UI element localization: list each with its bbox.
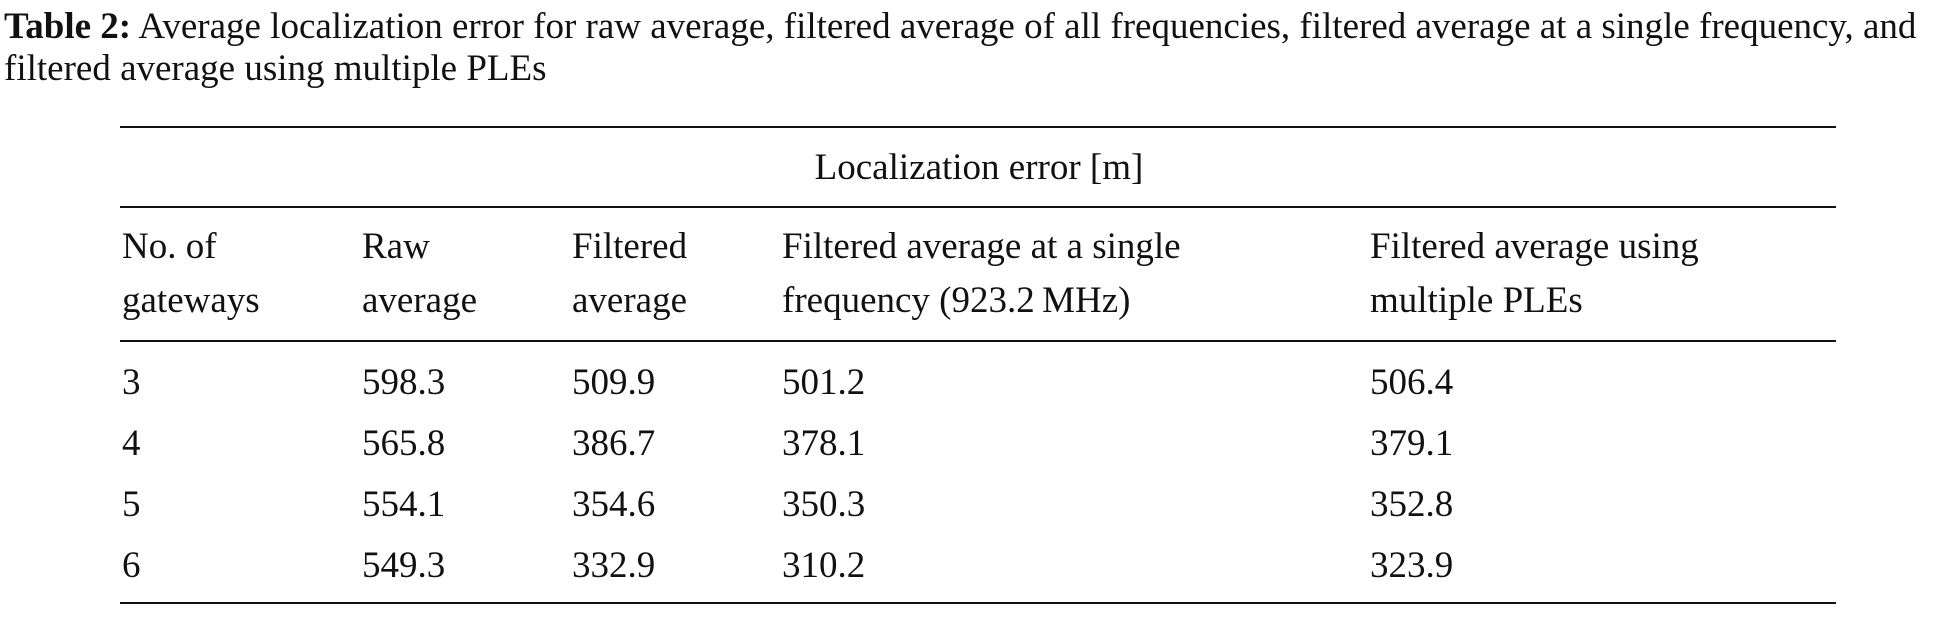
cell: 378.1 bbox=[782, 423, 866, 464]
cell: 509.9 bbox=[572, 362, 656, 403]
results-table: Localization error [m] No. of gateways Raw… bbox=[120, 126, 1837, 604]
cell: 4 bbox=[122, 423, 141, 464]
cell: 332.9 bbox=[570, 535, 780, 604]
column-header-line: Filtered average using bbox=[1370, 226, 1699, 267]
data-row: 4 565.8 386.7 378.1 379.1 bbox=[120, 413, 1836, 474]
data-row: 6 549.3 332.9 310.2 323.9 bbox=[120, 535, 1837, 604]
cell: 3 bbox=[122, 362, 141, 403]
column-header-line: Filtered average at a single bbox=[782, 226, 1181, 267]
cell: 506.4 bbox=[1370, 362, 1454, 403]
group-header: Localization error [m] bbox=[120, 126, 1837, 208]
column-header-line: average bbox=[362, 280, 478, 321]
column-header-line: average bbox=[572, 280, 688, 321]
caption: Table 2: Average localization error for … bbox=[4, 6, 1950, 90]
data-row: 3 598.3 509.9 501.2 506.4 bbox=[120, 341, 1836, 413]
column-header-line: Raw bbox=[362, 226, 430, 267]
cell: 352.8 bbox=[1370, 484, 1454, 525]
cell: 565.8 bbox=[362, 423, 446, 464]
cell: 549.3 bbox=[360, 535, 570, 604]
cell: 354.6 bbox=[572, 484, 656, 525]
column-header-line: gateways bbox=[122, 280, 260, 321]
group-header-row: Localization error [m] bbox=[120, 126, 1837, 208]
caption-label: Table 2: bbox=[4, 6, 132, 47]
column-header-line: Filtered bbox=[572, 226, 688, 267]
cell: 5 bbox=[122, 484, 141, 525]
column-header: No. of gateways bbox=[120, 207, 360, 342]
column-header-line: frequency (923.2 MHz) bbox=[782, 280, 1131, 321]
column-header: Filtered average at a single frequency (9… bbox=[780, 207, 1368, 342]
caption-text: Average localization error for raw avera… bbox=[4, 6, 1917, 89]
column-header-line: No. of bbox=[122, 226, 217, 267]
cell: 6 bbox=[120, 535, 360, 604]
column-header: Raw average bbox=[360, 207, 570, 342]
cell: 501.2 bbox=[782, 362, 866, 403]
column-header-line: multiple PLEs bbox=[1370, 280, 1583, 321]
header-row: No. of gateways Raw average Filtered average F… bbox=[120, 207, 1837, 342]
cell: 310.2 bbox=[780, 535, 1368, 604]
column-header: Filtered average bbox=[570, 207, 780, 342]
cell: 598.3 bbox=[362, 362, 446, 403]
table-body: Localization error [m] No. of gateways Raw… bbox=[120, 126, 1837, 604]
cell: 379.1 bbox=[1370, 423, 1454, 464]
cell: 554.1 bbox=[362, 484, 446, 525]
cell: 386.7 bbox=[572, 423, 656, 464]
cell: 350.3 bbox=[782, 484, 866, 525]
cell: 323.9 bbox=[1368, 535, 1837, 604]
data-row: 5 554.1 354.6 350.3 352.8 bbox=[120, 474, 1836, 535]
column-header: Filtered average using multiple PLEs bbox=[1368, 207, 1837, 342]
